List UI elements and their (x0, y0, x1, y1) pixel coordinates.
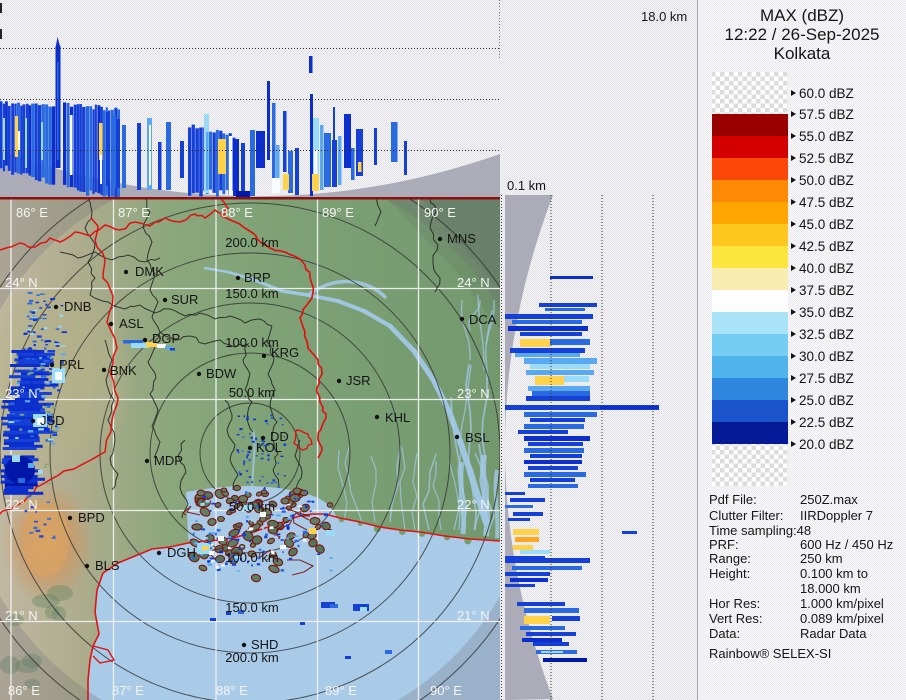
svg-text:ASL: ASL (119, 316, 144, 331)
svg-text:50.0 dBZ: 50.0 dBZ (799, 173, 854, 188)
svg-text:200.0 km: 200.0 km (225, 650, 278, 665)
svg-text:90° E: 90° E (430, 683, 462, 698)
svg-text:22.5 dBZ: 22.5 dBZ (799, 415, 854, 430)
svg-text:23° N: 23° N (457, 386, 490, 401)
svg-text:89° E: 89° E (325, 683, 357, 698)
svg-text:35.0 dBZ: 35.0 dBZ (799, 305, 854, 320)
svg-text:27.5 dBZ: 27.5 dBZ (799, 371, 854, 386)
svg-text:BLS: BLS (95, 558, 120, 573)
svg-text:86° E: 86° E (16, 205, 48, 220)
svg-text:150.0 km: 150.0 km (225, 286, 278, 301)
svg-text:42.5 dBZ: 42.5 dBZ (799, 239, 854, 254)
svg-text:SHD: SHD (251, 637, 278, 652)
svg-text:88° E: 88° E (216, 683, 248, 698)
svg-text:DCA: DCA (469, 312, 497, 327)
svg-text:37.5 dBZ: 37.5 dBZ (799, 283, 854, 298)
svg-text:89° E: 89° E (322, 205, 354, 220)
svg-text:45.0 dBZ: 45.0 dBZ (799, 217, 854, 232)
svg-text:KHL: KHL (385, 410, 410, 425)
svg-text:40.0 dBZ: 40.0 dBZ (799, 261, 854, 276)
svg-text:JSD: JSD (40, 413, 65, 428)
svg-text:87° E: 87° E (118, 205, 150, 220)
svg-text:23° N: 23° N (5, 386, 38, 401)
svg-text:86° E: 86° E (8, 683, 40, 698)
svg-text:52.5 dBZ: 52.5 dBZ (799, 151, 854, 166)
svg-text:BPD: BPD (78, 510, 105, 525)
svg-text:30.0 dBZ: 30.0 dBZ (799, 349, 854, 364)
svg-text:DMK: DMK (135, 264, 164, 279)
svg-text:55.0 dBZ: 55.0 dBZ (799, 129, 854, 144)
svg-text:100.0 km: 100.0 km (225, 335, 278, 350)
svg-text:20.0 dBZ: 20.0 dBZ (799, 437, 854, 452)
svg-text:88° E: 88° E (221, 205, 253, 220)
svg-text:200.0 km: 200.0 km (225, 235, 278, 250)
svg-text:100.0 km: 100.0 km (225, 550, 278, 565)
svg-text:24° N: 24° N (457, 275, 490, 290)
svg-text:BDW: BDW (206, 366, 237, 381)
svg-text:21° N: 21° N (5, 608, 38, 623)
svg-text:MDP: MDP (154, 453, 183, 468)
svg-text:24° N: 24° N (5, 275, 38, 290)
svg-text:21° N: 21° N (457, 608, 490, 623)
svg-text:MNS: MNS (447, 231, 476, 246)
svg-text:87° E: 87° E (112, 683, 144, 698)
svg-text:JSR: JSR (346, 373, 371, 388)
svg-text:KOL: KOL (256, 440, 282, 455)
svg-text:50.0 km: 50.0 km (229, 385, 275, 400)
svg-text:BSL: BSL (465, 430, 490, 445)
svg-text:90° E: 90° E (424, 205, 456, 220)
svg-text:BNK: BNK (110, 363, 137, 378)
svg-text:57.5 dBZ: 57.5 dBZ (799, 107, 854, 122)
svg-text:DD: DD (270, 429, 289, 444)
svg-text:25.0 dBZ: 25.0 dBZ (799, 393, 854, 408)
svg-text:47.5 dBZ: 47.5 dBZ (799, 195, 854, 210)
svg-text:BRP: BRP (244, 270, 271, 285)
svg-text:32.5 dBZ: 32.5 dBZ (799, 327, 854, 342)
svg-text:60.0 dBZ: 60.0 dBZ (799, 86, 854, 101)
svg-text:150.0 km: 150.0 km (225, 600, 278, 615)
svg-text:DNB: DNB (64, 299, 91, 314)
svg-text:50.0 km: 50.0 km (229, 499, 275, 514)
svg-text:DGH: DGH (167, 545, 196, 560)
svg-text:DGP: DGP (152, 331, 180, 346)
svg-text:PRL: PRL (59, 357, 84, 372)
svg-text:22° N: 22° N (5, 497, 38, 512)
svg-text:SUR: SUR (171, 292, 198, 307)
svg-text:KRG: KRG (271, 345, 299, 360)
svg-text:22° N: 22° N (457, 497, 490, 512)
